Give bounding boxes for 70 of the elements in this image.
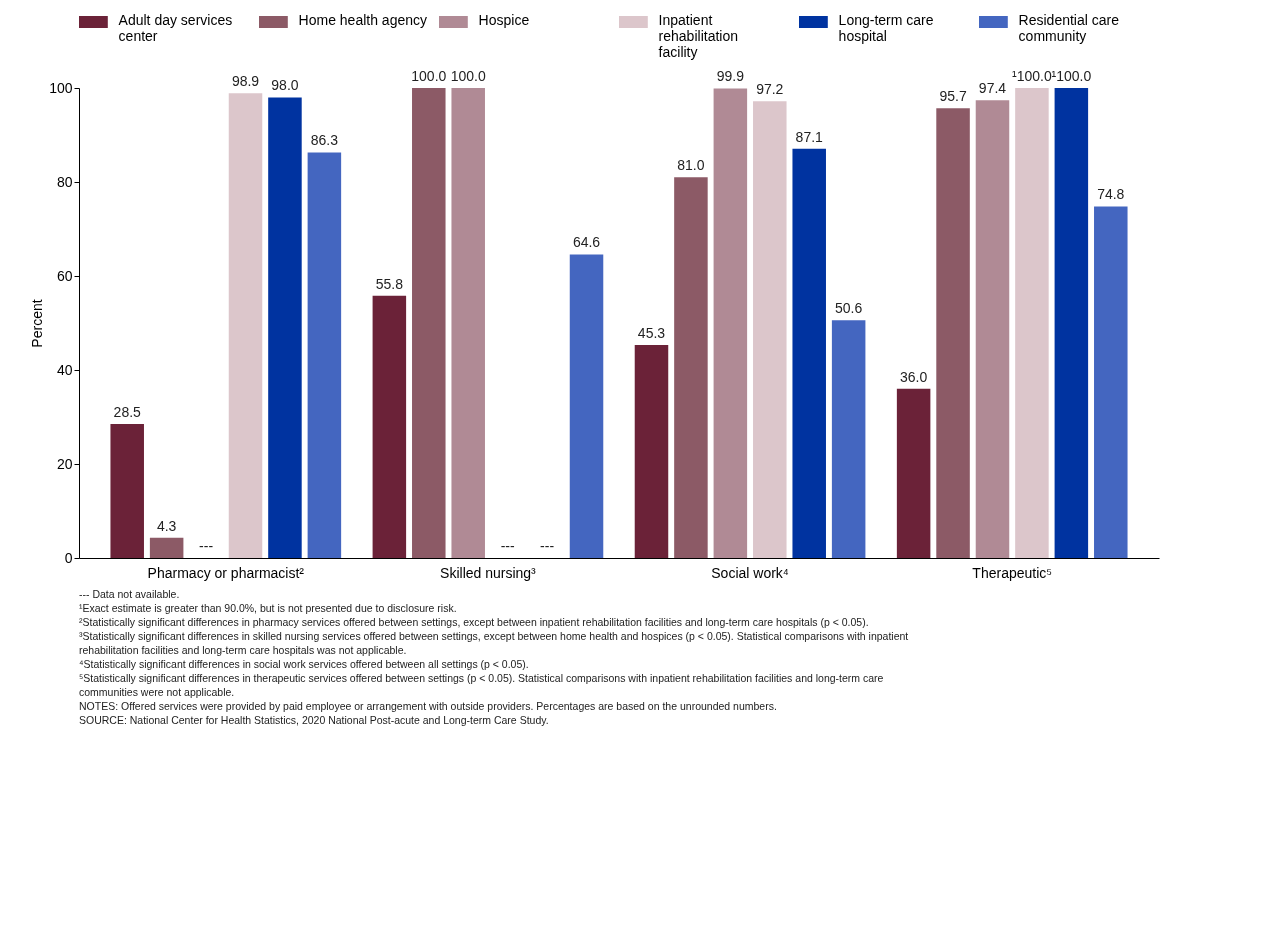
y-tick-label: 20 (56, 455, 73, 472)
bar (1094, 206, 1128, 558)
legend-label: Adult day services center (118, 12, 233, 44)
bar (753, 101, 787, 558)
bar (149, 537, 184, 558)
bar (372, 295, 407, 558)
data-label: ¹100.0 (1012, 68, 1052, 84)
data-label: 97.2 (756, 81, 784, 98)
text: ³Statistically significant differences in skilled nursing services offered between settings, except between home health and hospices (p < 0.05). Statistical comparisons with inpatient rehabilitation facilities and long-term care hospitals was not applicable. (79, 630, 909, 656)
legend-label: Home health agency (298, 12, 428, 28)
bar (713, 88, 748, 558)
bar (936, 108, 970, 558)
y-tick-label: 80 (56, 173, 73, 190)
legend-label: Inpatient rehabilitation facility (658, 12, 738, 60)
y-tick-label: 60 (56, 267, 73, 284)
bar (228, 93, 263, 558)
text: --- (199, 538, 214, 554)
bar (792, 148, 826, 558)
x-tick-label: Social work⁴ (711, 564, 789, 581)
bar (110, 424, 144, 558)
bar (634, 345, 669, 558)
bar (831, 320, 866, 558)
y-tick-label: 100 (49, 79, 73, 96)
data-label: ¹100.0 (1051, 68, 1092, 84)
data-label: 36.0 (900, 368, 928, 385)
bar (1054, 88, 1089, 558)
data-label: 86.3 (310, 132, 339, 149)
x-tick-label: Therapeutic⁵ (972, 564, 1053, 581)
bar (896, 388, 931, 558)
bar (674, 177, 708, 558)
legend-label: Long-term care hospital (838, 12, 934, 44)
text: NOTES: Offered services were provided by paid employee or arrangement with outside providers. Percentages are based on the unrounded numbers. (79, 700, 777, 712)
data-label: 64.6 (572, 234, 601, 251)
source-note: SOURCE: National Center for Health Statistics, 2020 National Post-acute and Long-term Care Study. (79, 714, 549, 726)
text: --- Data not available. (79, 588, 180, 600)
data-label: 95.7 (939, 88, 967, 105)
data-label: 98.0 (271, 77, 299, 94)
bar (975, 100, 1010, 558)
y-tick-label: 40 (56, 361, 73, 378)
data-label: 100.0 (450, 68, 486, 84)
y-axis-title: Percent (29, 299, 46, 348)
data-label: 55.8 (375, 275, 404, 292)
data-label: 81.0 (677, 157, 705, 174)
data-label: 28.5 (113, 404, 142, 421)
text: --- (500, 538, 515, 554)
x-tick-label: Skilled nursing³ (440, 564, 537, 581)
x-tick-label: Pharmacy or pharmacist² (147, 564, 305, 581)
data-label: 4.3 (156, 517, 177, 534)
legend-label: Hospice (478, 12, 530, 28)
data-label: 45.3 (637, 325, 666, 342)
text: ¹Exact estimate is greater than 90.0%, but is not presented due to disclosure risk. (79, 602, 457, 614)
data-label: 74.8 (1097, 186, 1125, 203)
bar (268, 97, 302, 558)
bar (569, 254, 604, 558)
data-label: 97.4 (978, 80, 1007, 97)
data-label: 87.1 (795, 128, 824, 145)
data-label: 99.9 (716, 68, 745, 85)
text: ²Statistically significant differences in pharmacy services offered between settings, except between inpatient rehabilitation facilities and long-term care hospitals (p < 0.05). (79, 616, 869, 628)
text: ⁵Statistically significant differences in therapeutic services offered between settings (p < 0.05). Statistical comparisons with inpatient rehabilitation facilities and long-term care communities were not applicable. (79, 672, 884, 698)
data-label: 100.0 (411, 68, 447, 84)
bar (412, 88, 446, 558)
bar (451, 88, 485, 558)
data-label: 50.6 (835, 300, 863, 317)
data-label: 98.9 (231, 73, 260, 90)
text: ⁴Statistically significant differences in social work services offered between all settings (p < 0.05). (79, 658, 529, 670)
bar (307, 152, 342, 558)
text: --- (540, 538, 555, 554)
legend-label: Residential care community (1018, 12, 1120, 44)
bar (1015, 88, 1049, 558)
y-tick-label: 0 (64, 549, 73, 566)
